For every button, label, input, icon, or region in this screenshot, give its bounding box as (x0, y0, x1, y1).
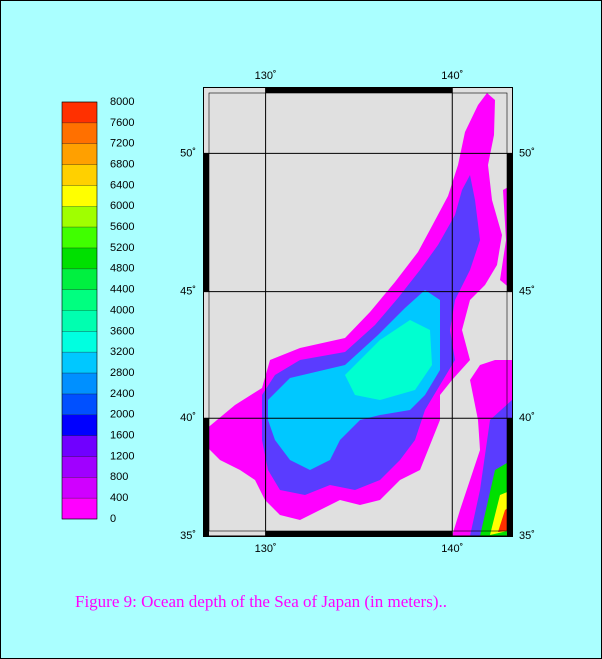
lat-label: 45˚ (519, 286, 535, 298)
sea (205, 93, 512, 536)
colorbar-label: 3200 (110, 346, 134, 358)
colorbar-band (62, 456, 97, 478)
lat-label: 50˚ (519, 147, 535, 159)
colorbar-band (62, 122, 97, 144)
colorbar-band (62, 331, 97, 353)
scale-bar (507, 153, 513, 292)
colorbar-band (62, 435, 97, 457)
colorbar-label: 2000 (110, 409, 134, 421)
colorbar-label: 4000 (110, 304, 134, 316)
caption: Figure 9: Ocean depth of the Sea of Japa… (75, 592, 447, 611)
colorbar-band (62, 310, 97, 332)
colorbar-band (62, 414, 97, 436)
colorbar-label: 6000 (110, 200, 134, 212)
colorbar-label: 1600 (110, 430, 134, 442)
scale-bar (203, 153, 209, 292)
lon-label: 130˚ (255, 70, 277, 82)
scale-bar (265, 87, 453, 93)
lat-label: 35˚ (180, 530, 196, 542)
colorbar-label: 4400 (110, 284, 134, 296)
colorbar-band (62, 373, 97, 394)
lat-label: 40˚ (180, 412, 196, 424)
colorbar-label: 1200 (110, 450, 134, 462)
lat-label: 50˚ (180, 147, 196, 159)
colorbar-band (62, 498, 97, 519)
lon-label: 140˚ (441, 543, 463, 555)
colorbar-label: 800 (110, 471, 128, 483)
scale-bar (265, 531, 453, 537)
colorbar-label: 8000 (110, 96, 134, 108)
lat-label: 35˚ (519, 530, 535, 542)
colorbar-band (62, 352, 97, 374)
colorbar-band (62, 393, 97, 415)
colorbar-label: 2800 (110, 367, 134, 379)
lat-label: 40˚ (519, 412, 535, 424)
colorbar-band (62, 268, 97, 290)
colorbar-band (62, 185, 97, 207)
scale-bar (203, 418, 209, 536)
colorbar-label: 400 (110, 492, 128, 504)
colorbar-band (62, 227, 97, 248)
colorbar-band (62, 206, 97, 228)
scale-bar (507, 418, 513, 536)
colorbar-label: 6800 (110, 158, 134, 170)
colorbar-label: 5600 (110, 221, 134, 233)
lon-label: 140˚ (441, 70, 463, 82)
colorbar-band (62, 477, 97, 499)
colorbar-band (62, 143, 97, 165)
colorbar-label: 3600 (110, 325, 134, 337)
colorbar-frame (61, 101, 98, 520)
colorbar-label: 6400 (110, 179, 134, 191)
colorbar-label: 7600 (110, 117, 134, 129)
colorbar-label: 0 (110, 513, 116, 525)
sea-deepest (345, 320, 432, 400)
colorbar-label: 4800 (110, 263, 134, 275)
colorbar-band (62, 164, 97, 186)
lat-label: 45˚ (180, 286, 196, 298)
colorbar-label: 7200 (110, 138, 134, 150)
colorbar-band (62, 102, 97, 123)
colorbar-band (62, 289, 97, 311)
colorbar-label: 5200 (110, 242, 134, 254)
colorbar-label: 2400 (110, 388, 134, 400)
colorbar-band (62, 247, 97, 269)
lon-label: 130˚ (255, 543, 277, 555)
